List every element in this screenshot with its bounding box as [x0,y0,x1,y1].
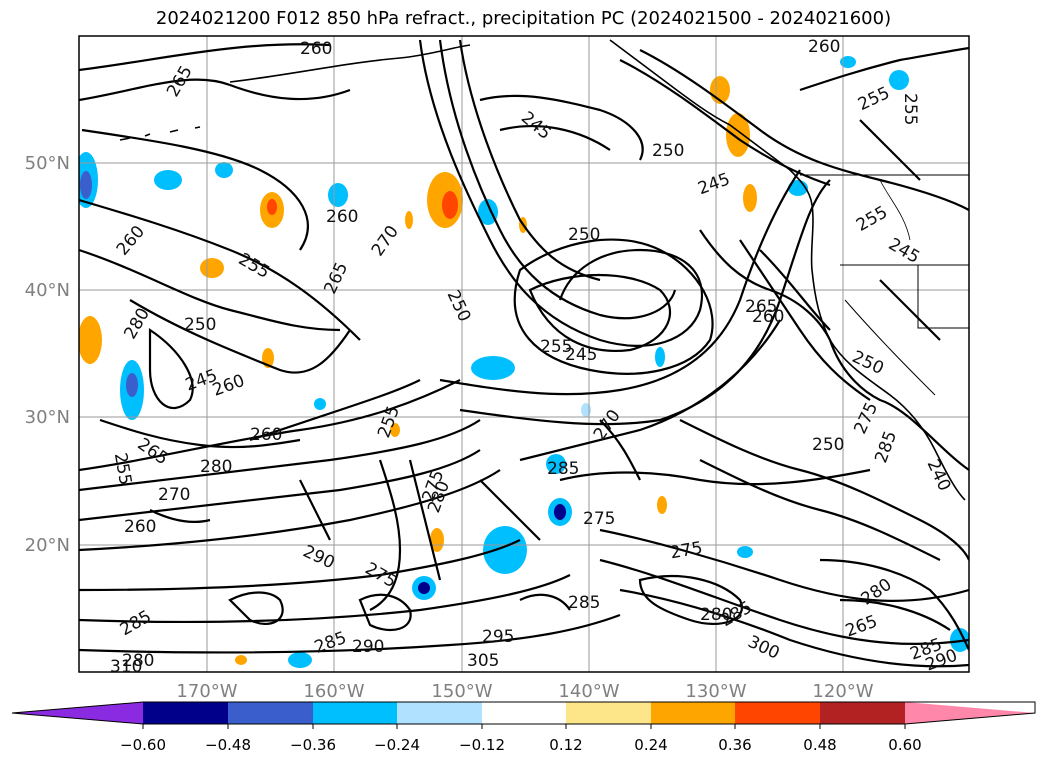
contour-label: 255 [374,403,404,440]
contour-label: 255 [110,451,135,486]
colorbar-segment [482,702,566,724]
contour-label: 275 [850,399,882,437]
colorbar-tick: 0.12 [549,736,582,754]
plot-frame [78,35,970,673]
contour-label: 250 [849,347,887,379]
contour-label: 270 [590,406,625,444]
contour-label: 260 [300,39,332,59]
contour-label: 270 [368,222,403,260]
contour-label: 280 [700,605,732,625]
contour-label: 275 [362,559,400,593]
contour-label: 245 [517,108,555,144]
contour-label: 290 [300,542,338,574]
contour-label: 255 [540,337,572,357]
colorbar-segment [735,702,820,724]
contour-label: 265 [163,62,197,100]
contour-label: 260 [113,222,149,260]
colorbar-segment [397,702,482,724]
contour-label: 270 [158,485,190,505]
contour-label: 260 [752,307,784,327]
coastlines [119,39,969,501]
contour-label: 245 [695,169,732,199]
colorbar-tick: 0.48 [803,736,836,754]
graticule [79,36,969,672]
contour-label: 255 [855,83,893,115]
contour-label: 285 [312,628,349,658]
lon-label-130w: 130°W [685,681,746,702]
contour-label: 295 [482,627,514,647]
colorbar-tick: −0.24 [374,736,420,754]
colorbar-tick: −0.12 [459,736,505,754]
map-title: 2024021200 F012 850 hPa refract., precip… [155,8,892,29]
contour-label: 250 [652,141,684,161]
colorbar-tick: 0.60 [888,736,921,754]
colorbar-tick: 0.24 [634,736,667,754]
contour-label: 260 [250,425,282,445]
contour-label: 260 [808,37,840,57]
contour-label: 265 [320,259,352,297]
contour-labels: 260 265 245 250 245 260 255 255 260 270 … [110,37,960,677]
lat-label-30n: 30°N [25,407,70,428]
contour-label: 285 [547,459,579,479]
colorbar-segment [820,702,905,724]
colorbar-extend-high [905,702,1035,724]
lat-label-20n: 20°N [25,535,70,556]
colorbar-segment [143,702,228,724]
contour-label: 265 [745,297,777,317]
contour-label: 275 [583,509,615,529]
colorbar-extend-low [12,702,143,724]
contour-label: 255 [900,93,920,125]
colorbar-segment [651,702,735,724]
colorbar-segment [566,702,651,724]
contour-label: 260 [124,517,156,537]
contour-label: 265 [843,612,880,642]
colorbar-tick: −0.48 [205,736,251,754]
refractivity-contours [79,39,969,668]
contour-label: 290 [352,637,384,657]
colorbar-tick: −0.36 [290,736,336,754]
contour-label: 280 [122,651,154,671]
contour-label: 250 [568,225,600,245]
contour-label: 245 [565,345,597,365]
contour-label: 275 [669,538,704,563]
contour-label: 305 [467,651,499,671]
lon-label-160w: 160°W [303,681,364,702]
colorbar-segment [313,702,397,724]
colorbar-tick: −0.60 [120,736,166,754]
contour-label: 255 [853,202,891,236]
colorbar-tick: 0.36 [718,736,751,754]
colorbar: −0.60 −0.48 −0.36 −0.24 −0.12 0.12 0.24 … [11,701,1036,754]
lon-label-150w: 150°W [431,681,492,702]
contour-label: 250 [184,315,216,335]
contour-label: 250 [812,435,844,455]
lon-label-120w: 120°W [812,681,873,702]
lat-label-50n: 50°N [25,153,70,174]
contour-label: 310 [110,657,142,677]
contour-label: 260 [326,207,358,227]
contour-label: 285 [117,607,155,641]
contour-label: 240 [923,456,955,494]
colorbar-segment [228,702,313,724]
lon-label-170w: 170°W [176,681,237,702]
lon-label-140w: 140°W [558,681,619,702]
precip-shading [79,56,969,668]
contour-label: 250 [443,287,475,325]
contour-label: 285 [871,428,901,465]
contour-label: 280 [200,457,232,477]
lat-label-40n: 40°N [25,280,70,301]
contour-label: 285 [568,593,600,613]
contour-label: 245 [885,234,923,268]
contour-label: 300 [745,632,783,664]
